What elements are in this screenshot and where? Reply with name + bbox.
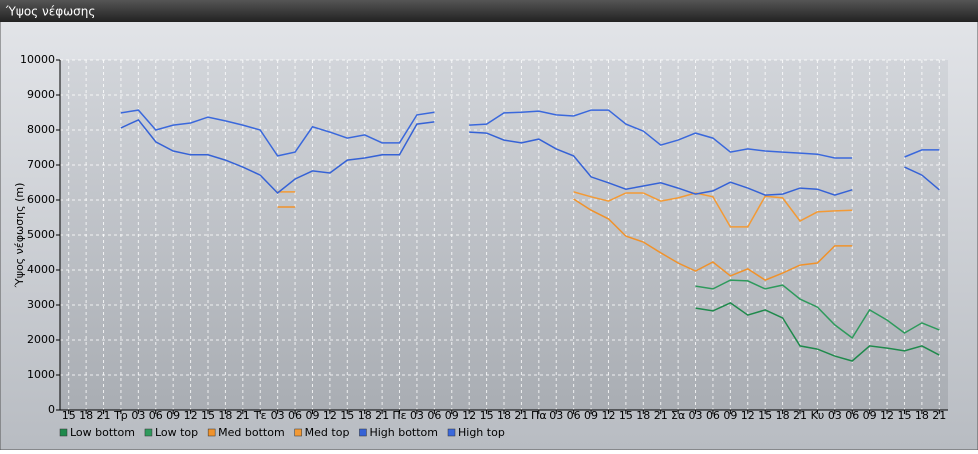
legend-swatch bbox=[59, 428, 68, 437]
x-tick-label: 21 bbox=[654, 409, 668, 422]
y-tick-label: 9000 bbox=[27, 88, 55, 101]
x-tick-label: 09 bbox=[723, 409, 737, 422]
x-tick-label: 09 bbox=[305, 409, 319, 422]
series-line bbox=[695, 302, 940, 362]
x-tick-label: 12 bbox=[741, 409, 755, 422]
x-tick-label: 18 bbox=[218, 409, 232, 422]
legend-swatch bbox=[294, 428, 302, 437]
x-tick-label: 03 bbox=[410, 409, 424, 422]
legend-swatch bbox=[359, 428, 367, 437]
series-line bbox=[277, 198, 853, 281]
window-title: Ύψος νέφωσης bbox=[5, 5, 95, 19]
x-tick-label: 06 bbox=[427, 409, 441, 422]
x-tick-label: 21 bbox=[97, 409, 111, 422]
x-tick-label: 03 bbox=[689, 409, 703, 422]
x-tick-label: 18 bbox=[79, 409, 93, 422]
x-tick-label: 03 bbox=[549, 409, 563, 422]
x-tick-label: 12 bbox=[880, 409, 894, 422]
x-tick-label: 15 bbox=[619, 409, 633, 422]
x-tick-label: 18 bbox=[776, 409, 790, 422]
x-tick-label: 18 bbox=[915, 409, 929, 422]
legend-label: High top bbox=[458, 426, 505, 439]
y-tick-label: 6000 bbox=[27, 193, 55, 206]
x-tick-label: Πε bbox=[392, 409, 406, 422]
series-line bbox=[120, 109, 940, 159]
x-tick-label: 21 bbox=[932, 409, 946, 422]
x-tick-label: Σα bbox=[671, 409, 685, 422]
y-tick-label: 4000 bbox=[27, 263, 55, 276]
series-line bbox=[277, 191, 853, 228]
x-tick-label: 15 bbox=[758, 409, 772, 422]
x-tick-label: 15 bbox=[897, 409, 911, 422]
legend-label: Low bottom bbox=[70, 426, 135, 439]
x-tick-label: 21 bbox=[375, 409, 389, 422]
x-tick-label: Τρ bbox=[113, 409, 128, 422]
x-tick-label: 06 bbox=[845, 409, 859, 422]
x-tick-label: 06 bbox=[288, 409, 302, 422]
y-axis-label: Ύψος νέφωσης (m) bbox=[13, 183, 26, 289]
x-tick-label: 21 bbox=[514, 409, 528, 422]
legend-swatch bbox=[207, 428, 216, 437]
x-tick-label: 12 bbox=[462, 409, 476, 422]
x-tick-label: 18 bbox=[636, 409, 650, 422]
x-tick-label: 18 bbox=[497, 409, 511, 422]
legend-label: Low top bbox=[155, 426, 198, 439]
legend-label: High bottom bbox=[369, 426, 438, 439]
x-tick-label: 15 bbox=[62, 409, 76, 422]
x-tick-label: 09 bbox=[863, 409, 877, 422]
x-tick-label: 21 bbox=[236, 409, 250, 422]
x-tick-label: 12 bbox=[184, 409, 198, 422]
x-tick-label: 12 bbox=[601, 409, 615, 422]
y-tick-label: 7000 bbox=[27, 158, 55, 171]
x-tick-label: 06 bbox=[149, 409, 163, 422]
title-bar bbox=[0, 0, 978, 22]
legend-swatch bbox=[144, 428, 153, 437]
x-tick-label: 03 bbox=[271, 409, 285, 422]
series-line bbox=[120, 118, 940, 196]
x-tick-label: 18 bbox=[358, 409, 372, 422]
y-tick-label: 3000 bbox=[27, 298, 55, 311]
x-tick-label: 03 bbox=[131, 409, 145, 422]
y-tick-label: 8000 bbox=[27, 123, 55, 136]
x-tick-label: 06 bbox=[706, 409, 720, 422]
y-tick-label: 1000 bbox=[27, 368, 55, 381]
x-tick-label: 06 bbox=[567, 409, 581, 422]
legend-label: Med bottom bbox=[218, 426, 285, 439]
x-tick-label: 12 bbox=[323, 409, 337, 422]
legend-label: Med top bbox=[305, 426, 350, 439]
series-line bbox=[695, 279, 940, 339]
x-tick-label: Κυ bbox=[811, 409, 825, 422]
x-tick-label: 09 bbox=[445, 409, 459, 422]
y-tick-label: 10000 bbox=[20, 53, 55, 66]
x-tick-label: 09 bbox=[584, 409, 598, 422]
x-tick-label: 21 bbox=[793, 409, 807, 422]
y-tick-label: 0 bbox=[48, 403, 55, 416]
x-tick-label: 09 bbox=[166, 409, 180, 422]
x-tick-label: 15 bbox=[340, 409, 354, 422]
x-tick-label: 15 bbox=[480, 409, 494, 422]
x-tick-label: Πα bbox=[531, 409, 547, 422]
y-tick-label: 5000 bbox=[27, 228, 55, 241]
x-tick-label: 03 bbox=[828, 409, 842, 422]
x-tick-label: 15 bbox=[201, 409, 215, 422]
x-tick-label: Τε bbox=[253, 409, 267, 422]
y-tick-label: 2000 bbox=[27, 333, 55, 346]
legend-swatch bbox=[447, 428, 456, 437]
